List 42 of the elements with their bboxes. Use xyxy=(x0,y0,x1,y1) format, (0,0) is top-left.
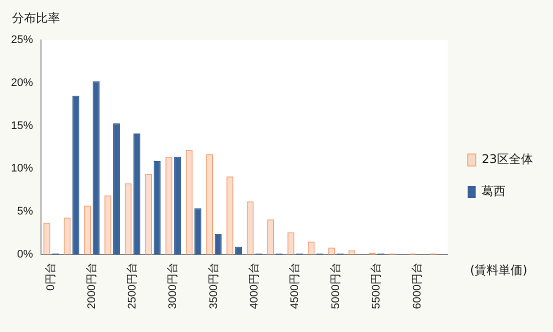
y-tick-label: 0% xyxy=(17,248,34,261)
bar xyxy=(246,201,254,255)
bar xyxy=(124,183,132,255)
bar xyxy=(186,150,193,255)
bar xyxy=(287,232,294,255)
bar xyxy=(145,174,152,255)
bar xyxy=(206,154,214,255)
x-tick-label: 0円台 xyxy=(44,262,58,291)
y-tick-label: 10% xyxy=(10,162,34,175)
x-tick-label: 5500円台 xyxy=(370,262,383,310)
bar xyxy=(64,218,71,255)
bar xyxy=(84,206,91,255)
x-tick-label: 2000円台 xyxy=(84,262,98,310)
y-tick-label: 15% xyxy=(10,120,34,132)
legend-label: 葛西 xyxy=(482,184,506,198)
x-tick-label: 5000円台 xyxy=(328,262,342,310)
bar xyxy=(113,123,120,255)
bar xyxy=(72,96,80,255)
y-tick-label: 5% xyxy=(17,206,34,218)
bar xyxy=(267,219,274,255)
bar xyxy=(104,195,112,255)
bar xyxy=(165,156,172,255)
y-axis-title: 分布比率 xyxy=(12,10,60,27)
x-tick-label: 3000円台 xyxy=(166,262,180,310)
y-tick-label: 20% xyxy=(10,76,34,89)
bar xyxy=(194,208,202,255)
y-tick-label: 25% xyxy=(10,34,34,46)
bar xyxy=(214,234,222,255)
bar xyxy=(226,176,234,255)
x-tick-label: 2500円台 xyxy=(126,262,139,310)
bar xyxy=(92,81,100,255)
x-axis-title: (賃料単価) xyxy=(470,262,528,279)
x-tick-label: 6000円台 xyxy=(410,262,424,310)
bar xyxy=(154,160,161,255)
bar xyxy=(174,156,181,255)
bar xyxy=(133,134,140,255)
x-tick-label: 3500円台 xyxy=(206,262,220,310)
bar xyxy=(43,222,50,255)
bar xyxy=(308,242,315,255)
x-tick-label: 4000円台 xyxy=(248,262,261,310)
legend-label: 23区全体 xyxy=(482,152,534,166)
x-tick-label: 4500円台 xyxy=(288,262,302,310)
